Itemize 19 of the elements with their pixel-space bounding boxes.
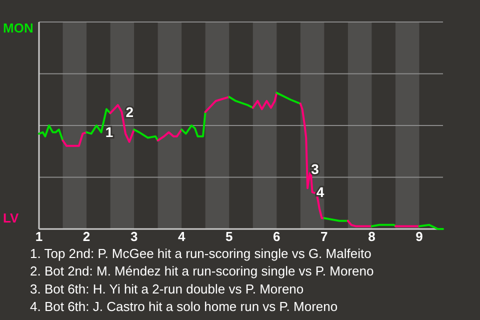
text: 2. Bot 2nd: M. Méndez hit a run-scoring single vs P. Moreno	[30, 264, 374, 279]
x-tick-label: 6	[273, 229, 280, 244]
text: 1. Top 2nd: P. McGee hit a run-scoring single vs G. Malfeito	[30, 246, 372, 261]
x-tick-label: 1	[35, 229, 43, 244]
x-tick-label: 4	[178, 229, 186, 244]
text: MON	[3, 20, 34, 36]
x-tick-label: 9	[416, 229, 423, 244]
text: 3. Bot 6th: H. Yi hit a 2-run double vs P. Moreno	[30, 281, 304, 296]
text: 4. Bot 6th: J. Castro hit a solo home run vs P. Moreno	[30, 299, 338, 314]
annotation: 4	[316, 184, 324, 200]
x-tick-label: 7	[320, 229, 328, 244]
x-tick-label: 3	[130, 229, 138, 244]
annotation: 1	[105, 124, 114, 140]
x-tick-label: 8	[368, 229, 376, 244]
text: LV	[3, 210, 19, 226]
annotation: 3	[311, 160, 320, 177]
x-tick-label: 5	[226, 229, 233, 244]
x-tick-label: 2	[82, 229, 90, 244]
annotation: 2	[126, 104, 134, 120]
